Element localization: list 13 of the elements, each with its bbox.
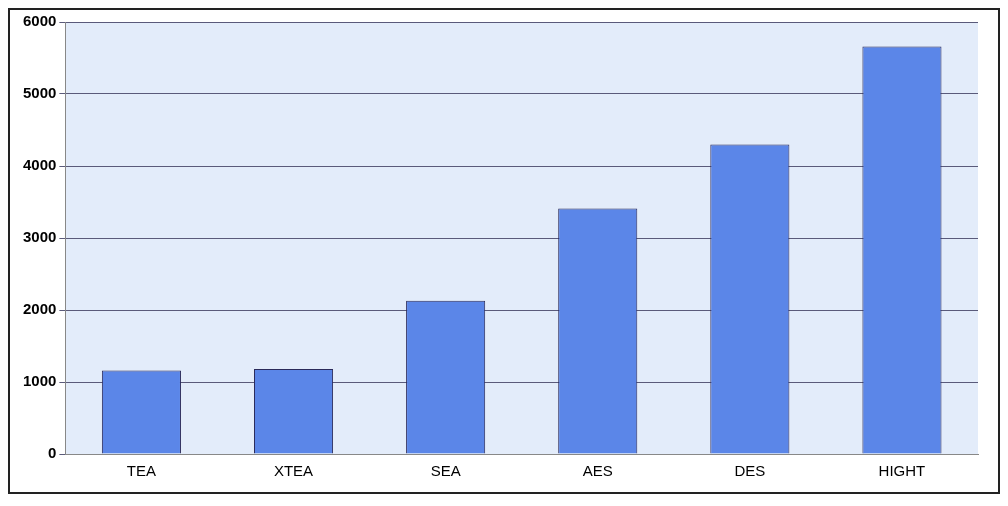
y-tick-label: 6000 bbox=[22, 12, 57, 30]
x-tick-label: XTEA bbox=[273, 462, 314, 480]
y-tick-label: 3000 bbox=[22, 228, 57, 246]
y-tick-label: 5000 bbox=[22, 84, 57, 102]
x-tick-label: HIGHT bbox=[878, 462, 926, 480]
x-tick-label: AES bbox=[582, 462, 613, 480]
y-tick-label: 0 bbox=[48, 444, 57, 462]
y-tick-label: 2000 bbox=[22, 300, 57, 318]
x-tick-label: DES bbox=[734, 462, 766, 480]
x-tick-label: SEA bbox=[430, 462, 461, 480]
y-tick-label: 4000 bbox=[22, 156, 57, 174]
y-tick-label: 1000 bbox=[22, 372, 57, 390]
x-tick-label: TEA bbox=[126, 462, 157, 480]
